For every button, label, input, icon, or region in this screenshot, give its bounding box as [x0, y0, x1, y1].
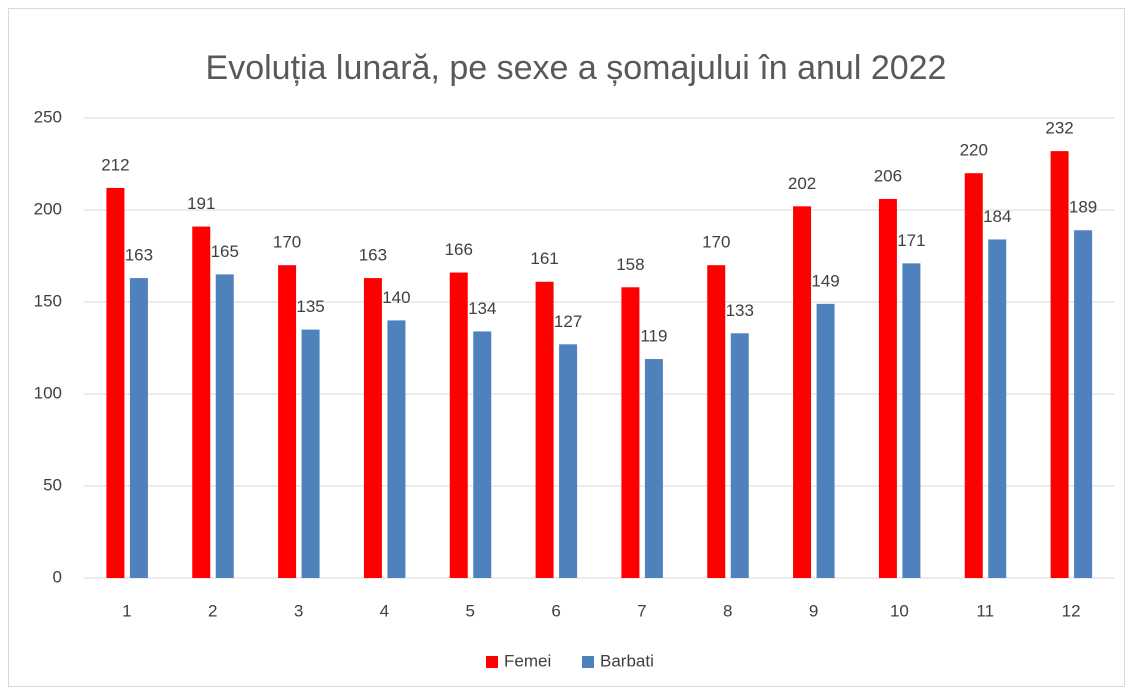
data-label: 170	[702, 233, 730, 252]
chart-title: Evoluția lunară, pe sexe a șomajului în …	[206, 49, 947, 87]
x-tick-label: 9	[809, 601, 818, 620]
x-tick-label: 8	[723, 601, 732, 620]
y-tick-label: 200	[34, 199, 62, 218]
y-tick-label: 100	[34, 383, 62, 402]
data-label: 149	[811, 271, 839, 290]
bar	[988, 239, 1007, 578]
bar	[559, 344, 578, 578]
bar	[964, 173, 983, 578]
data-label: 206	[874, 166, 902, 185]
bar	[129, 278, 148, 578]
x-tick-label: 12	[1062, 601, 1081, 620]
data-label: 119	[640, 327, 667, 346]
x-tick-label: 5	[466, 601, 475, 620]
data-label: 184	[983, 207, 1011, 226]
legend-swatch	[582, 656, 594, 668]
data-label: 133	[726, 301, 754, 320]
data-label: 163	[359, 246, 387, 265]
bar	[301, 329, 320, 578]
y-tick-label: 50	[43, 475, 62, 494]
bar	[707, 265, 726, 578]
bar	[1074, 230, 1093, 579]
data-label: 165	[211, 242, 239, 261]
y-tick-label: 250	[34, 107, 62, 126]
x-tick-label: 1	[122, 601, 131, 620]
x-tick-label: 10	[890, 601, 909, 620]
bar	[535, 281, 554, 578]
bar	[449, 272, 468, 578]
data-label: 163	[125, 246, 153, 265]
data-label: 191	[187, 194, 215, 213]
data-label: 232	[1045, 119, 1073, 138]
bar	[816, 303, 835, 578]
bar	[878, 198, 897, 578]
data-label: 189	[1069, 198, 1097, 217]
bar	[902, 263, 921, 578]
bar	[192, 226, 211, 578]
legend-swatch	[486, 656, 498, 668]
data-label: 158	[616, 255, 644, 274]
data-label: 202	[788, 174, 816, 193]
bar	[621, 287, 640, 578]
bar	[387, 320, 406, 578]
y-tick-label: 150	[34, 291, 62, 310]
data-label: 170	[273, 233, 301, 252]
x-tick-label: 2	[208, 601, 217, 620]
bar	[106, 187, 125, 579]
bar	[215, 274, 234, 578]
data-label: 134	[468, 299, 496, 318]
legend-label: Femei	[504, 651, 551, 670]
x-tick-label: 11	[976, 601, 994, 620]
x-tick-label: 7	[637, 601, 646, 620]
x-tick-label: 4	[380, 601, 389, 620]
data-label: 135	[296, 297, 324, 316]
bar	[278, 265, 297, 578]
legend-label: Barbati	[600, 651, 654, 670]
bar	[1050, 151, 1069, 578]
x-tick-label: 6	[551, 601, 560, 620]
data-label: 127	[554, 312, 582, 331]
data-label: 212	[101, 155, 129, 174]
data-label: 171	[897, 231, 925, 250]
y-tick-label: 0	[53, 567, 62, 586]
bar	[473, 331, 492, 578]
bar	[363, 278, 382, 578]
data-label: 140	[382, 288, 410, 307]
data-label: 161	[530, 249, 558, 268]
data-label: 166	[445, 240, 473, 259]
bar	[730, 333, 749, 578]
bar	[793, 206, 812, 578]
x-tick-label: 3	[294, 601, 303, 620]
data-label: 220	[960, 141, 988, 160]
bar	[644, 359, 663, 578]
